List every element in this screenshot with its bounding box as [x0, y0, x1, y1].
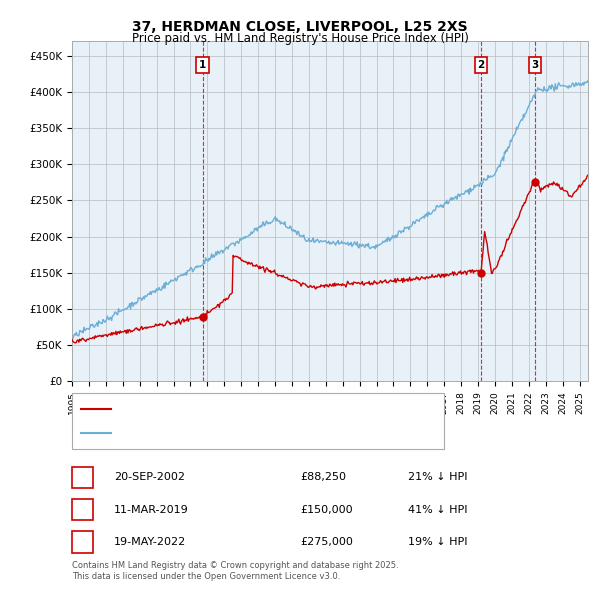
Text: 1: 1 [199, 60, 206, 70]
Text: 37, HERDMAN CLOSE, LIVERPOOL, L25 2XS: 37, HERDMAN CLOSE, LIVERPOOL, L25 2XS [132, 19, 468, 34]
Text: 1: 1 [79, 472, 86, 482]
Text: Contains HM Land Registry data © Crown copyright and database right 2025.
This d: Contains HM Land Registry data © Crown c… [72, 561, 398, 581]
Text: HPI: Average price, detached house, Liverpool: HPI: Average price, detached house, Live… [117, 428, 343, 438]
Text: £88,250: £88,250 [300, 472, 346, 482]
Text: 2: 2 [79, 504, 86, 514]
Text: 2: 2 [478, 60, 485, 70]
Text: 41% ↓ HPI: 41% ↓ HPI [408, 504, 467, 514]
Text: Price paid vs. HM Land Registry's House Price Index (HPI): Price paid vs. HM Land Registry's House … [131, 32, 469, 45]
Text: 37, HERDMAN CLOSE, LIVERPOOL, L25 2XS (detached house): 37, HERDMAN CLOSE, LIVERPOOL, L25 2XS (d… [117, 404, 418, 414]
Text: £275,000: £275,000 [300, 537, 353, 547]
Text: 11-MAR-2019: 11-MAR-2019 [114, 504, 189, 514]
Text: 3: 3 [79, 537, 86, 547]
Text: 20-SEP-2002: 20-SEP-2002 [114, 472, 185, 482]
Text: £150,000: £150,000 [300, 504, 353, 514]
Text: 21% ↓ HPI: 21% ↓ HPI [408, 472, 467, 482]
Text: 19% ↓ HPI: 19% ↓ HPI [408, 537, 467, 547]
Text: 3: 3 [532, 60, 539, 70]
Text: 19-MAY-2022: 19-MAY-2022 [114, 537, 186, 547]
